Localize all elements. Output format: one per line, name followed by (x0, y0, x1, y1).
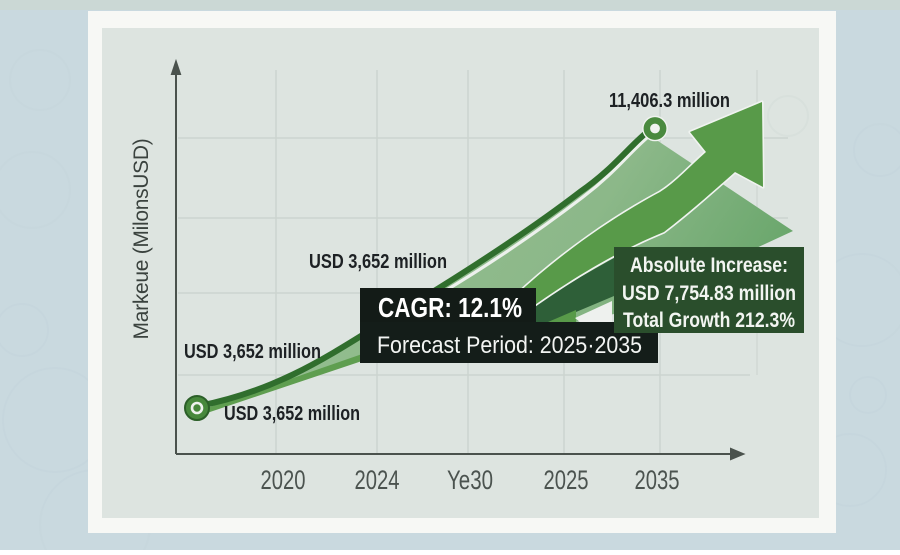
svg-text:Ye30: Ye30 (447, 465, 493, 495)
svg-text:USD 3,652 million: USD 3,652 million (184, 341, 321, 363)
svg-text:USD 3,652 million: USD 3,652 million (224, 403, 360, 425)
svg-text:2024: 2024 (355, 465, 400, 495)
svg-text:Forecast Period: 2025·2035: Forecast Period: 2025·2035 (377, 332, 642, 359)
svg-text:2035: 2035 (635, 465, 680, 495)
svg-text:Total Growth 212.3%: Total Growth 212.3% (623, 309, 795, 332)
svg-text:2025: 2025 (544, 465, 589, 495)
svg-text:USD 7,754.83 million: USD 7,754.83 million (622, 282, 796, 305)
svg-text:11,406.3 million: 11,406.3 million (609, 90, 730, 112)
svg-text:2020: 2020 (261, 465, 306, 495)
svg-text:Absolute Increase:: Absolute Increase: (630, 254, 788, 277)
svg-text:Markeue (MilonsUSD): Markeue (MilonsUSD) (130, 139, 153, 340)
svg-text:USD 3,652 million: USD 3,652 million (309, 251, 447, 273)
svg-text:CAGR: 12.1%: CAGR: 12.1% (378, 292, 522, 323)
